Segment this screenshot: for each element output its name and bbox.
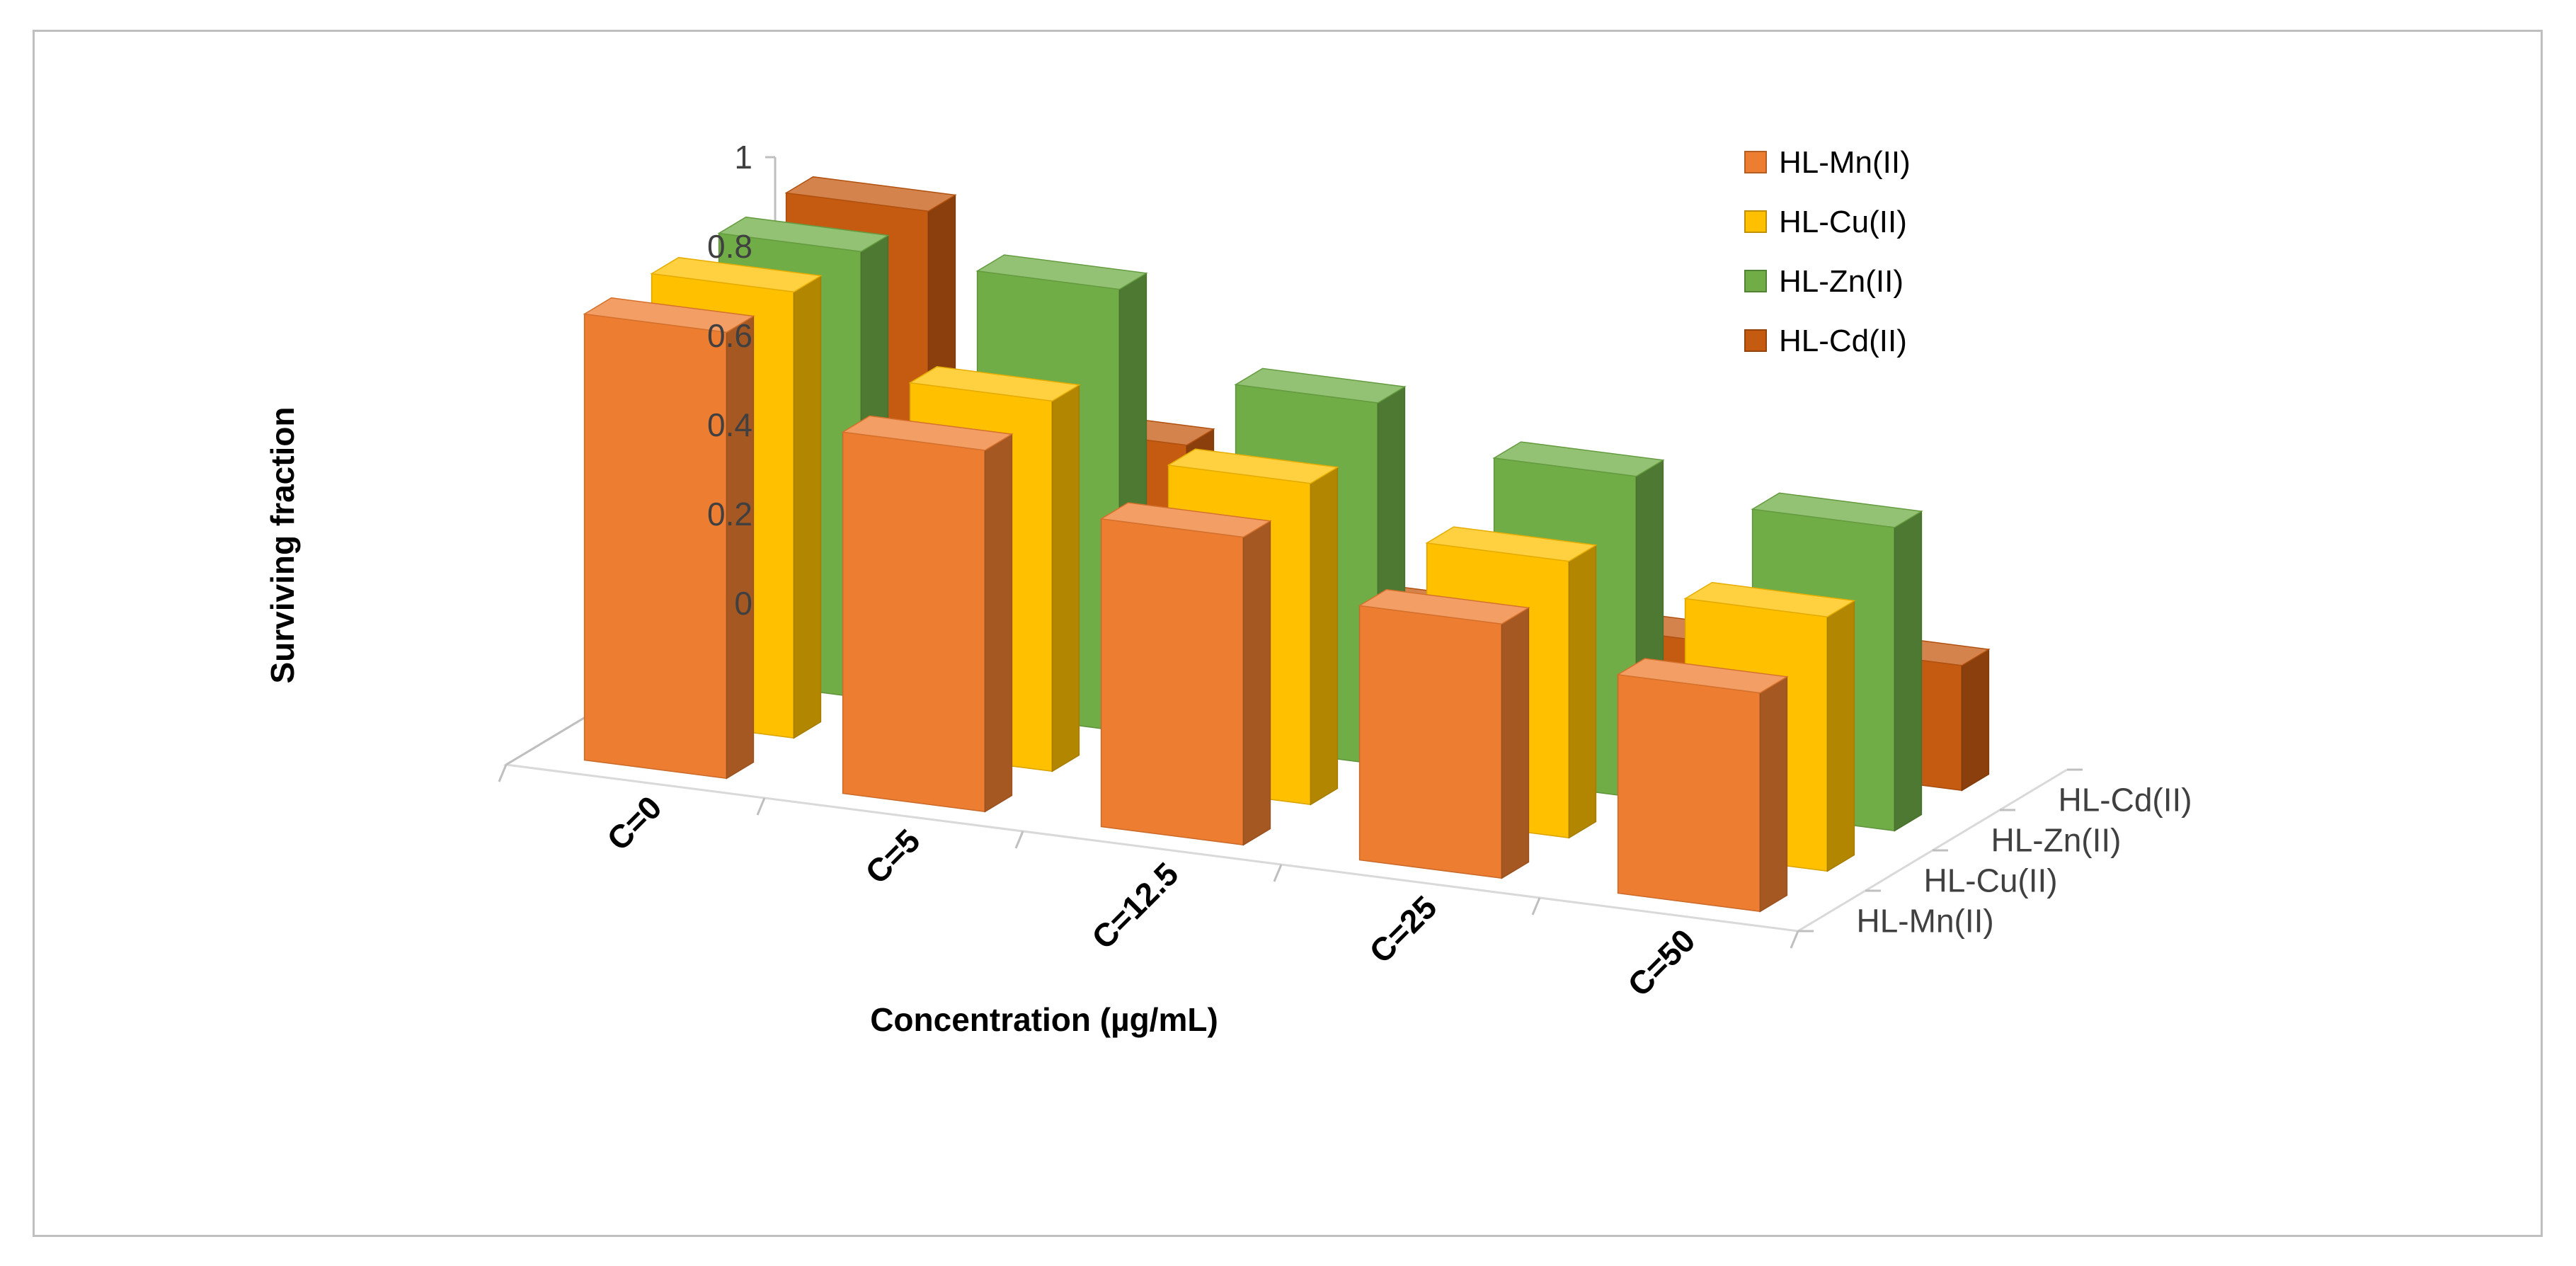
y-tick-label: 0.2 bbox=[707, 496, 752, 532]
bar-top bbox=[1425, 526, 1598, 562]
bar-side bbox=[793, 275, 822, 739]
x-tick bbox=[756, 797, 766, 816]
legend-label: HL-Mn(II) bbox=[1779, 145, 1911, 180]
depth-label: HL-Cd(II) bbox=[2059, 782, 2192, 819]
bar-front bbox=[842, 431, 986, 813]
bar-HL-Mn(II)-C=50 bbox=[1616, 658, 1789, 913]
x-tick-label: C=5 bbox=[858, 822, 927, 891]
x-axis-title: Concentration (µg/mL) bbox=[870, 1001, 1218, 1038]
y-tick-label: 0 bbox=[734, 585, 752, 622]
legend-swatch bbox=[1744, 151, 1767, 173]
x-tick bbox=[1531, 897, 1541, 916]
legend-label: HL-Cu(II) bbox=[1779, 205, 1907, 239]
bar-top bbox=[1492, 441, 1665, 477]
y-tick-label: 0.4 bbox=[707, 406, 752, 443]
y-axis-title: Surviving fraction bbox=[264, 406, 301, 683]
bar-top bbox=[1616, 658, 1789, 694]
bar-top bbox=[717, 216, 890, 253]
bar-top bbox=[975, 254, 1148, 290]
bar-front bbox=[583, 313, 728, 780]
bar-top bbox=[1358, 588, 1530, 625]
bar-top bbox=[1751, 492, 1923, 528]
x-tick-label: C=25 bbox=[1362, 889, 1443, 970]
bar-top bbox=[908, 366, 1081, 402]
bar-side bbox=[1961, 648, 1990, 792]
bar-side bbox=[1501, 607, 1530, 879]
bar-HL-Mn(II)-C=0 bbox=[583, 297, 755, 780]
x-tick bbox=[1273, 864, 1283, 882]
bar-front bbox=[1617, 673, 1761, 913]
x-tick bbox=[1014, 831, 1024, 849]
bar-side bbox=[1242, 520, 1271, 846]
depth-label: HL-Mn(II) bbox=[1857, 903, 1994, 940]
bar-top bbox=[650, 256, 823, 293]
legend-label: HL-Cd(II) bbox=[1779, 324, 1907, 358]
bar-top bbox=[1234, 367, 1407, 404]
bar-front bbox=[1100, 518, 1244, 846]
legend: HL-Mn(II) HL-Cu(II) HL-Zn(II) HL-Cd(II) bbox=[1744, 145, 1911, 358]
bar-top bbox=[583, 297, 755, 333]
bar-side bbox=[1826, 600, 1855, 872]
y-tick-label: 0.6 bbox=[707, 317, 752, 354]
bar-side bbox=[1894, 510, 1923, 832]
chart-bars bbox=[583, 176, 1991, 913]
bar-HL-Mn(II)-C=5 bbox=[841, 415, 1014, 813]
bar-top bbox=[841, 415, 1014, 451]
bar-HL-Mn(II)-C=25 bbox=[1358, 588, 1530, 879]
x-tick bbox=[1790, 930, 1799, 949]
bar-top bbox=[1099, 502, 1272, 538]
y-tick-label: 0.8 bbox=[707, 228, 752, 265]
depth-label: HL-Zn(II) bbox=[1991, 822, 2122, 859]
legend-swatch bbox=[1744, 270, 1767, 292]
x-tick bbox=[498, 764, 508, 782]
y-tick-label: 1 bbox=[734, 139, 752, 176]
bar-top bbox=[1683, 581, 1856, 617]
depth-label: HL-Cu(II) bbox=[1924, 862, 2058, 899]
bar-side bbox=[1568, 544, 1597, 839]
bar-front bbox=[1358, 605, 1503, 879]
legend-label: HL-Zn(II) bbox=[1779, 264, 1904, 299]
x-tick-label: C=12.5 bbox=[1084, 855, 1186, 957]
bar-side bbox=[1310, 466, 1339, 806]
bar-HL-Mn(II)-C=12.5 bbox=[1099, 502, 1272, 846]
x-tick-label: C=50 bbox=[1620, 922, 1702, 1003]
bar-top bbox=[1167, 448, 1339, 484]
legend-swatch bbox=[1744, 210, 1767, 233]
bar-side bbox=[984, 433, 1013, 813]
bar-top bbox=[784, 176, 957, 212]
x-tick-label: C=0 bbox=[600, 789, 668, 857]
bar-side bbox=[1051, 384, 1080, 772]
bar-side bbox=[726, 315, 755, 780]
legend-swatch bbox=[1744, 329, 1767, 352]
bar-side bbox=[1759, 675, 1788, 913]
